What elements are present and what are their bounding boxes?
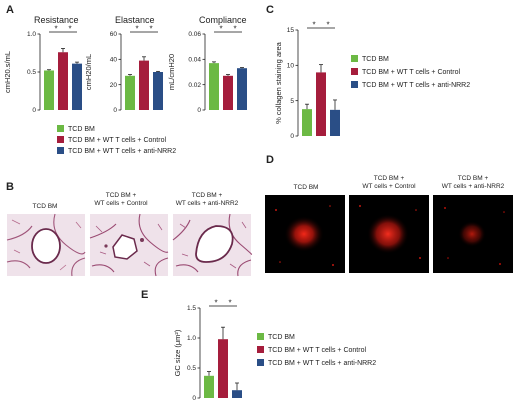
elastance-bar-3: [153, 72, 163, 110]
compliance-tick-label: 0.04: [188, 57, 201, 64]
fluorescence-image-2: [349, 195, 429, 273]
legend-e-label-2: TCD BM + WT T cells + Control: [268, 347, 366, 354]
resistance-significance-star-1: *: [54, 25, 57, 34]
collagen-significance-star-2: *: [326, 21, 329, 30]
elastance-tick-label: 20: [110, 82, 118, 89]
resistance-significance-star-2: *: [68, 25, 71, 34]
compliance-tick-label: 0.02: [188, 82, 201, 89]
elastance-title: Elastance: [115, 15, 155, 25]
panel-letter-d: D: [266, 154, 274, 166]
legend-c-label-1: TCD BM: [362, 56, 389, 63]
compliance-significance-star-2: *: [233, 25, 236, 34]
gc_size-tick-label: 1.0: [187, 335, 196, 342]
histology-label-3: TCD BM + WT cells + anti-NRR2: [176, 192, 239, 207]
elastance-y-label: cmH20/mL: [84, 54, 93, 90]
legend-a-label-2: TCD BM + WT T cells + Control: [68, 137, 166, 144]
gc_size-significance-star-2: *: [228, 299, 231, 308]
fluorescence-image-3: [433, 195, 513, 273]
gc_size-y-label: GC size (μm²): [173, 329, 182, 376]
legend-e-swatch-2: [257, 346, 264, 353]
compliance-title: Compliance: [199, 15, 247, 25]
gc_size-tick-label: 1.5: [187, 305, 196, 312]
resistance-chart: Resistance 0 0.5 1.0 cmH20.s/mL * *: [3, 15, 82, 114]
compliance-chart: Compliance 0 0.02 0.04 0.06 mL/cmH20 * *: [167, 15, 247, 114]
legend-c-label-2: TCD BM + WT T cells + Control: [362, 69, 460, 76]
fluorescence-label-1: TCD BM: [294, 184, 319, 191]
resistance-tick-label: 0: [32, 107, 36, 114]
resistance-bar-1: [44, 70, 54, 110]
resistance-bar-2: [58, 52, 68, 110]
legend-panel-a: TCD BM TCD BM + WT T cells + Control TCD B…: [57, 125, 176, 155]
histology-label-1: TCD BM: [33, 203, 58, 210]
collagen-chart: 0 5 10 15 % collagen staining area * *: [274, 21, 340, 140]
elastance-bar-1: [125, 75, 135, 110]
collagen-tick-label: 5: [290, 98, 294, 105]
legend-c-swatch-3: [351, 81, 358, 88]
legend-e-label-1: TCD BM: [268, 334, 295, 341]
fluorescence-label-2: TCD BM + WT cells + Control: [362, 175, 416, 190]
collagen-bar-2: [316, 72, 326, 136]
legend-panel-c: TCD BM TCD BM + WT T cells + Control TCD B…: [351, 55, 470, 89]
compliance-y-label: mL/cmH20: [167, 54, 176, 90]
collagen-tick-label: 15: [287, 27, 295, 34]
histology-label-2: TCD BM + WT cells + Control: [94, 192, 148, 207]
histology-panel-b: TCD BM TCD BM + WT cells + Control TCD BM…: [6, 192, 253, 277]
legend-e-label-3: TCD BM + WT T cells + anti-NRR2: [268, 360, 376, 367]
gc_size-bar-2: [218, 339, 228, 398]
histology-image-3: [172, 213, 253, 277]
compliance-significance-star-1: *: [219, 25, 222, 34]
fluorescence-image-1: [265, 195, 345, 273]
elastance-chart: Elastance 0 20 40 60 cmH20/mL * *: [84, 15, 163, 114]
compliance-tick-label: 0.06: [188, 31, 201, 38]
collagen-significance-star-1: *: [312, 21, 315, 30]
compliance-bar-2: [223, 75, 233, 110]
legend-c-swatch-2: [351, 68, 358, 75]
histology-image-2: [89, 213, 169, 277]
legend-a-swatch-2: [57, 136, 64, 143]
resistance-tick-label: 1.0: [27, 31, 36, 38]
compliance-bar-1: [209, 63, 219, 110]
legend-e-swatch-3: [257, 359, 264, 366]
resistance-tick-label: 0.5: [27, 69, 36, 76]
elastance-bar-2: [139, 60, 149, 110]
fluorescence-panel-d: TCD BM TCD BM + WT cells + Control TCD BM…: [265, 175, 513, 273]
collagen-tick-label: 10: [287, 63, 295, 70]
elastance-tick-label: 60: [110, 31, 118, 38]
legend-a-swatch-1: [57, 125, 64, 132]
histology-image-1: [6, 213, 86, 277]
resistance-title: Resistance: [34, 15, 79, 25]
elastance-tick-label: 0: [113, 107, 117, 114]
gc_size-bar-1: [204, 375, 214, 398]
gc_size-tick-label: 0.5: [187, 365, 196, 372]
legend-panel-e: TCD BM TCD BM + WT T cells + Control TCD B…: [257, 333, 376, 367]
elastance-tick-label: 40: [110, 57, 118, 64]
elastance-significance-star-1: *: [135, 25, 138, 34]
gc_size-significance-star-1: *: [214, 299, 217, 308]
collagen-y-label: % collagen staining area: [274, 41, 283, 124]
resistance-bar-3: [72, 63, 82, 110]
panel-letter-e: E: [141, 289, 148, 301]
legend-a-label-3: TCD BM + WT T cells + anti-NRR2: [68, 148, 176, 155]
fluorescence-label-3: TCD BM + WT cells + anti-NRR2: [442, 175, 505, 190]
legend-a-label-1: TCD BM: [68, 126, 95, 133]
gc-size-chart: 0 0.5 1.0 1.5 GC size (μm²) * *: [173, 299, 242, 402]
legend-a-swatch-3: [57, 147, 64, 154]
compliance-tick-label: 0: [197, 107, 201, 114]
panel-letter-c: C: [266, 4, 274, 16]
gc_size-tick-label: 0: [192, 395, 196, 402]
gc_size-bar-3: [232, 390, 242, 398]
collagen-bar-3: [330, 109, 340, 136]
panel-letter-b: B: [6, 181, 14, 193]
legend-c-swatch-1: [351, 55, 358, 62]
legend-e-swatch-1: [257, 333, 264, 340]
legend-c-label-3: TCD BM + WT T cells + anti-NRR2: [362, 82, 470, 89]
panel-letter-a: A: [6, 4, 14, 16]
resistance-y-label: cmH20.s/mL: [3, 51, 12, 93]
collagen-tick-label: 0: [290, 133, 294, 140]
compliance-bar-3: [237, 68, 247, 110]
elastance-significance-star-2: *: [149, 25, 152, 34]
collagen-bar-1: [302, 109, 312, 136]
